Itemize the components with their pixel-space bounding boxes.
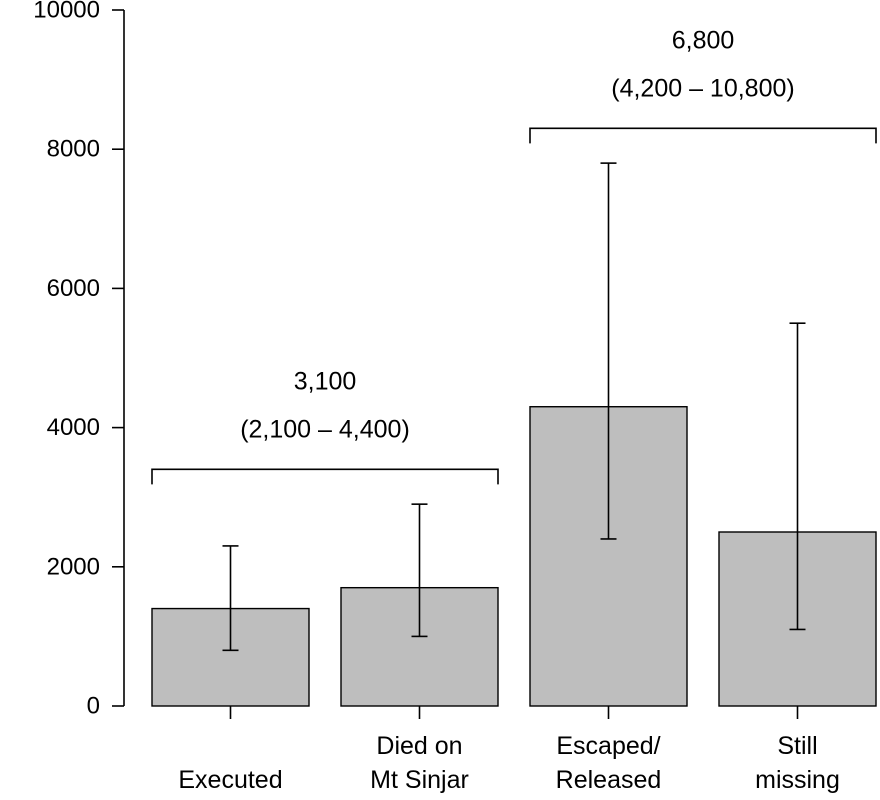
x-tick-label: Released [556,766,662,794]
group-range-label: (2,100 – 4,400) [240,415,410,443]
x-tick-label: Still [777,732,817,760]
group-annotations: 3,100 (2,100 – 4,400) 6,800 (4,200 – 10,800… [151,26,877,485]
group-bracket [529,127,877,144]
x-tick-label: Mt Sinjar [370,766,469,794]
y-tick-label: 6000 [47,275,100,302]
x-tick-label: Died on [376,732,462,760]
y-tick-label: 2000 [47,553,100,580]
x-tick-label: Escaped/ [556,732,660,760]
group-estimate-label: 6,800 [672,26,735,54]
bars [151,406,877,707]
y-tick-label: 10000 [33,0,100,24]
error-bars [222,162,806,652]
x-tick-label: Executed [178,766,282,794]
y-tick-label: 0 [87,693,100,720]
y-tick-label: 4000 [47,414,100,441]
x-tick-label: missing [755,766,840,794]
group-estimate-label: 3,100 [294,367,357,395]
y-tick-label: 8000 [47,136,100,163]
group-bracket [151,468,499,485]
y-axis: 0 2000 4000 6000 8000 10000 [33,0,125,720]
group-range-label: (4,200 – 10,800) [611,74,794,102]
x-axis: Executed Died on Mt Sinjar Escaped/Released… [178,706,840,794]
